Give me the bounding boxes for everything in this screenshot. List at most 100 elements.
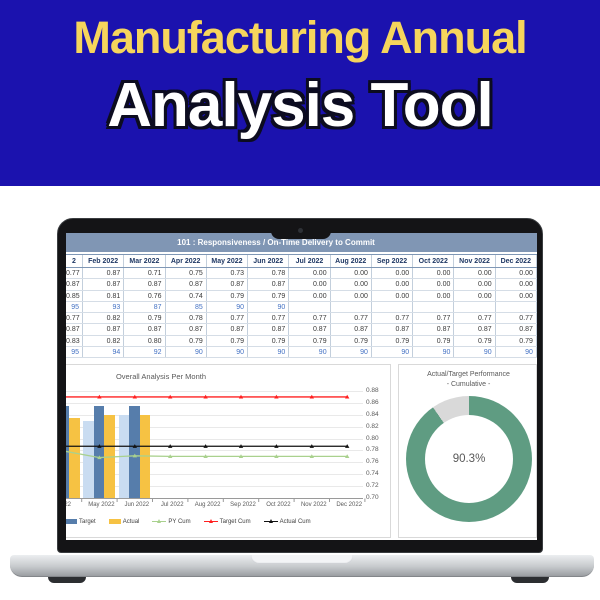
table-cell[interactable]: 90 (248, 346, 290, 357)
table-cell[interactable]: 0.87 (166, 324, 207, 335)
table-cell[interactable]: 0.87 (83, 268, 125, 279)
table-cell[interactable]: 0.87 (124, 324, 166, 335)
table-cell[interactable]: 0.79 (248, 335, 290, 346)
table-cell[interactable]: 93 (83, 301, 125, 312)
table-cell[interactable]: 0.00 (331, 268, 372, 279)
table-cell[interactable]: 0.77 (496, 313, 537, 324)
table-cell[interactable]: 94 (83, 346, 125, 357)
table-cell[interactable]: 0.77 (66, 268, 83, 279)
table-cell[interactable]: 90 (207, 346, 249, 357)
table-cell[interactable]: 0.71 (124, 268, 166, 279)
table-cell[interactable] (372, 301, 414, 312)
table-cell[interactable]: 90 (331, 346, 372, 357)
table-cell[interactable]: 0.00 (496, 290, 537, 301)
table-cell[interactable]: 0.87 (289, 324, 331, 335)
table-cell[interactable]: 0.79 (248, 290, 290, 301)
table-cell[interactable]: 0.87 (413, 324, 455, 335)
table-cell[interactable]: 0.81 (83, 290, 125, 301)
table-cell[interactable]: 0.78 (248, 268, 290, 279)
table-cell[interactable]: 90 (166, 346, 207, 357)
table-cell[interactable]: 0.85 (66, 290, 83, 301)
table-cell[interactable]: 0.00 (413, 290, 455, 301)
table-cell[interactable]: 0.79 (454, 335, 496, 346)
legend-item-actual-cum: Actual Cum (263, 518, 311, 525)
table-cell[interactable] (289, 301, 331, 312)
table-cell[interactable] (496, 301, 537, 312)
table-cell[interactable]: 95 (66, 301, 83, 312)
table-cell[interactable]: 95 (66, 346, 83, 357)
table-cell[interactable]: 0.77 (289, 313, 331, 324)
table-cell[interactable]: 0.87 (66, 324, 83, 335)
table-cell[interactable]: 0.00 (289, 290, 331, 301)
table-cell[interactable]: 0.74 (166, 290, 207, 301)
table-cell[interactable]: 0.87 (83, 279, 125, 290)
table-cell[interactable]: 0.79 (124, 313, 166, 324)
table-cell[interactable]: 0.82 (83, 313, 125, 324)
table-cell[interactable]: 90 (289, 346, 331, 357)
table-cell[interactable]: 0.00 (496, 268, 537, 279)
table-cell[interactable]: 0.79 (207, 335, 249, 346)
table-cell[interactable]: 0.00 (496, 279, 537, 290)
table-cell[interactable]: 0.87 (207, 324, 249, 335)
table-cell[interactable]: 0.87 (207, 279, 249, 290)
table-cell[interactable]: 0.00 (454, 290, 496, 301)
table-cell[interactable]: 0.00 (331, 290, 372, 301)
table-cell[interactable]: 0.79 (207, 290, 249, 301)
table-cell[interactable] (413, 301, 455, 312)
table-cell[interactable]: 0.77 (66, 313, 83, 324)
x-axis-tick-label: Dec 2022 (336, 502, 363, 508)
table-cell[interactable]: 0.87 (248, 324, 290, 335)
table-cell[interactable]: 0.87 (83, 324, 125, 335)
table-cell[interactable]: 0.79 (331, 335, 372, 346)
table-cell[interactable]: 0.87 (166, 279, 207, 290)
table-cell[interactable]: 0.00 (454, 268, 496, 279)
table-cell[interactable]: 0.87 (331, 324, 372, 335)
table-cell[interactable]: 0.00 (331, 279, 372, 290)
table-cell[interactable]: 0.77 (413, 313, 455, 324)
table-cell[interactable]: 0.87 (454, 324, 496, 335)
table-cell[interactable]: 90 (248, 301, 290, 312)
table-cell[interactable]: 0.00 (413, 268, 455, 279)
table-cell[interactable]: 0.79 (166, 335, 207, 346)
table-cell[interactable]: 0.79 (496, 335, 537, 346)
table-cell[interactable]: 0.79 (413, 335, 455, 346)
table-cell[interactable]: 0.87 (496, 324, 537, 335)
table-cell[interactable]: 90 (496, 346, 537, 357)
table-cell[interactable]: 0.00 (454, 279, 496, 290)
table-cell[interactable]: 0.77 (207, 313, 249, 324)
table-cell[interactable]: 0.00 (289, 279, 331, 290)
table-cell[interactable]: 0.00 (413, 279, 455, 290)
table-cell[interactable]: 85 (166, 301, 207, 312)
table-cell[interactable]: 0.77 (372, 313, 414, 324)
table-cell[interactable] (331, 301, 372, 312)
table-cell[interactable]: 90 (454, 346, 496, 357)
table-cell[interactable]: 0.80 (124, 335, 166, 346)
table-cell[interactable]: 0.77 (248, 313, 290, 324)
table-cell[interactable]: 0.79 (289, 335, 331, 346)
table-cell[interactable]: 0.87 (372, 324, 414, 335)
table-cell[interactable]: 0.82 (83, 335, 125, 346)
table-cell[interactable]: 0.00 (289, 268, 331, 279)
table-cell[interactable]: 0.83 (66, 335, 83, 346)
table-cell[interactable]: 0.76 (124, 290, 166, 301)
table-cell[interactable]: 0.00 (372, 268, 414, 279)
table-cell[interactable]: 92 (124, 346, 166, 357)
table-cell[interactable]: 0.77 (454, 313, 496, 324)
table-cell[interactable]: 90 (413, 346, 455, 357)
table-cell[interactable]: 0.87 (66, 279, 83, 290)
table-cell[interactable]: 0.75 (166, 268, 207, 279)
table-cell[interactable]: 87 (124, 301, 166, 312)
table-cell[interactable]: 0.77 (331, 313, 372, 324)
table-cell[interactable]: 0.87 (248, 279, 290, 290)
table-cell[interactable] (454, 301, 496, 312)
table-cell[interactable]: 0.78 (166, 313, 207, 324)
table-cell[interactable]: 0.73 (207, 268, 249, 279)
x-axis-tick-label: Sep 2022 (230, 502, 256, 508)
legend-label: PY Cum (168, 518, 191, 525)
table-cell[interactable]: 90 (207, 301, 249, 312)
table-cell[interactable]: 0.00 (372, 279, 414, 290)
table-cell[interactable]: 0.00 (372, 290, 414, 301)
table-cell[interactable]: 0.79 (372, 335, 414, 346)
table-cell[interactable]: 0.87 (124, 279, 166, 290)
table-cell[interactable]: 90 (372, 346, 414, 357)
